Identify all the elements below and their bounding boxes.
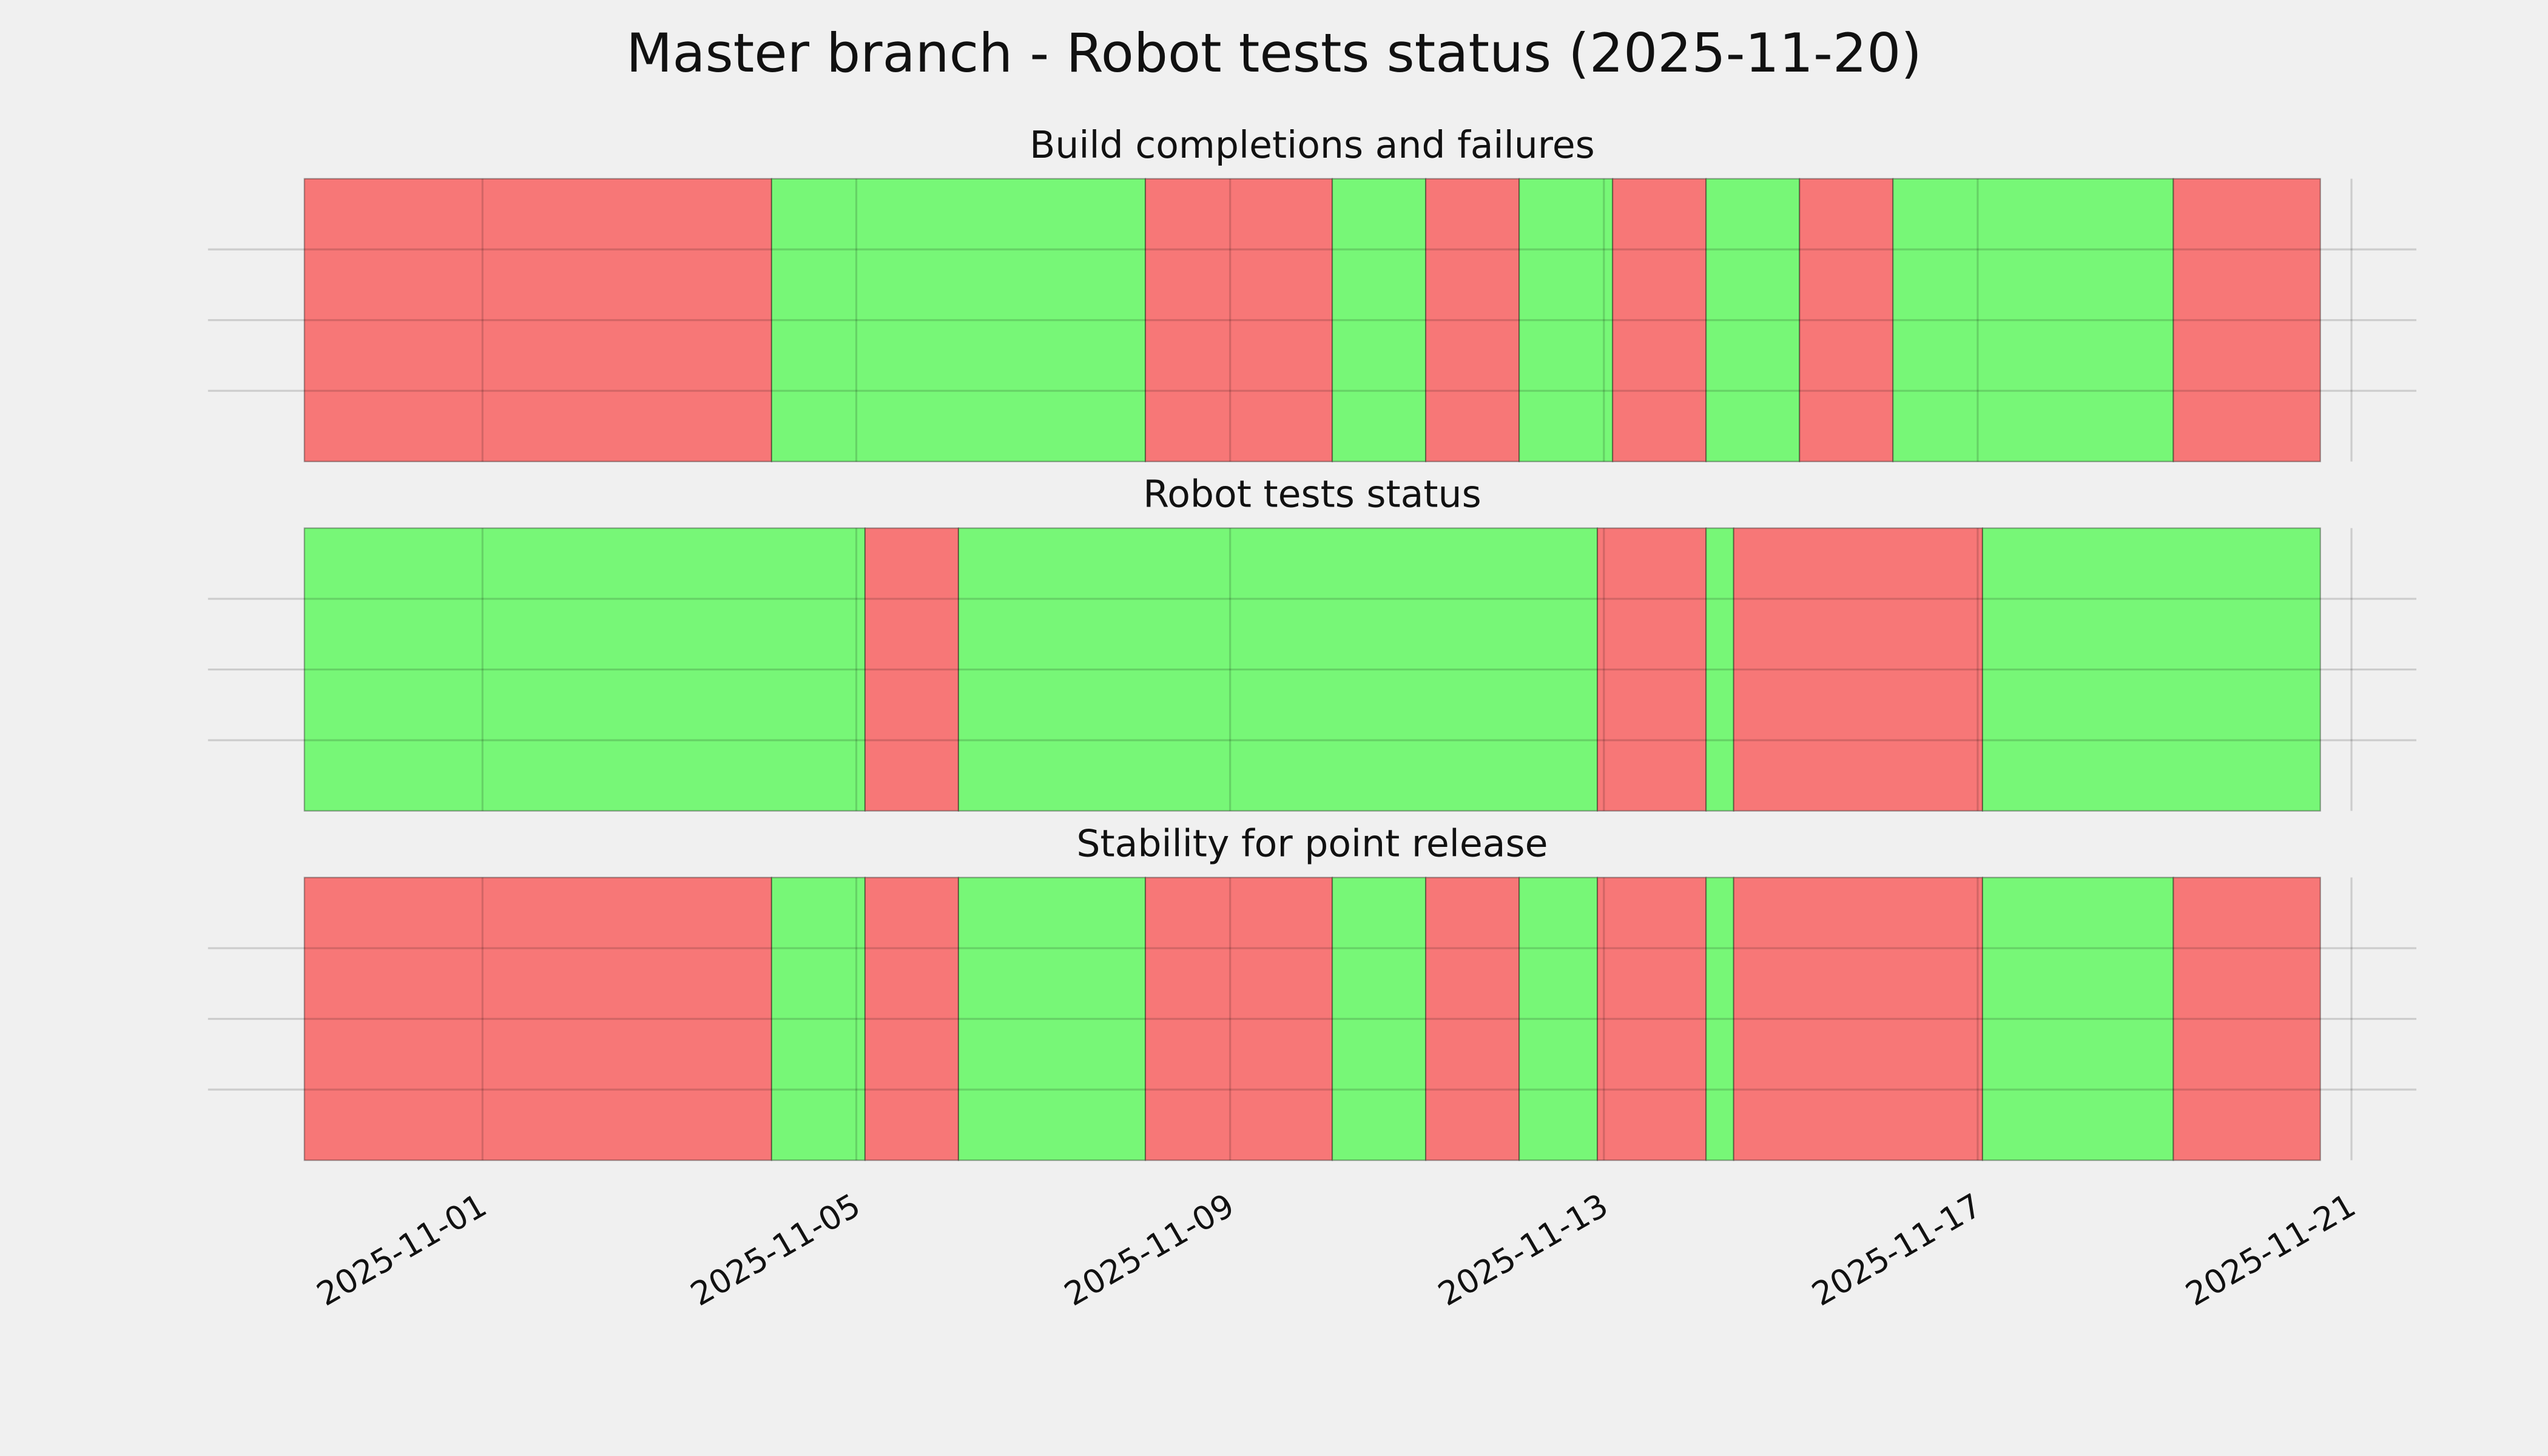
status-span (1425, 877, 1520, 1161)
status-span (1705, 178, 1801, 462)
status-span (1518, 178, 1614, 462)
status-span (770, 178, 1147, 462)
status-span (2172, 877, 2321, 1161)
status-span (1332, 877, 1427, 1161)
panel-title: Build completions and failures (1030, 123, 1595, 167)
status-span (1332, 178, 1427, 462)
status-span (864, 527, 960, 812)
status-span (1892, 178, 2174, 462)
status-span (1597, 877, 1707, 1161)
status-span (864, 877, 960, 1161)
status-span (770, 877, 866, 1161)
panel-title: Robot tests status (1143, 473, 1481, 516)
status-span (1144, 877, 1333, 1161)
status-span (957, 877, 1147, 1161)
status-span (957, 527, 1599, 812)
status-span (1144, 178, 1333, 462)
status-span (303, 877, 772, 1161)
status-span (1705, 527, 1734, 812)
status-span (1425, 178, 1520, 462)
status-span (1799, 178, 1894, 462)
status-span (1733, 877, 1984, 1161)
status-span (1733, 527, 1984, 812)
status-span (1597, 527, 1707, 812)
status-span (303, 178, 772, 462)
status-span (1518, 877, 1599, 1161)
status-span (303, 527, 866, 812)
status-span (1705, 877, 1734, 1161)
status-span (1981, 527, 2321, 812)
panel-title: Stability for point release (1076, 822, 1548, 866)
status-span (1612, 178, 1707, 462)
status-span (1981, 877, 2174, 1161)
figure-title: Master branch - Robot tests status (2025… (626, 22, 1922, 84)
status-span (2172, 178, 2321, 462)
